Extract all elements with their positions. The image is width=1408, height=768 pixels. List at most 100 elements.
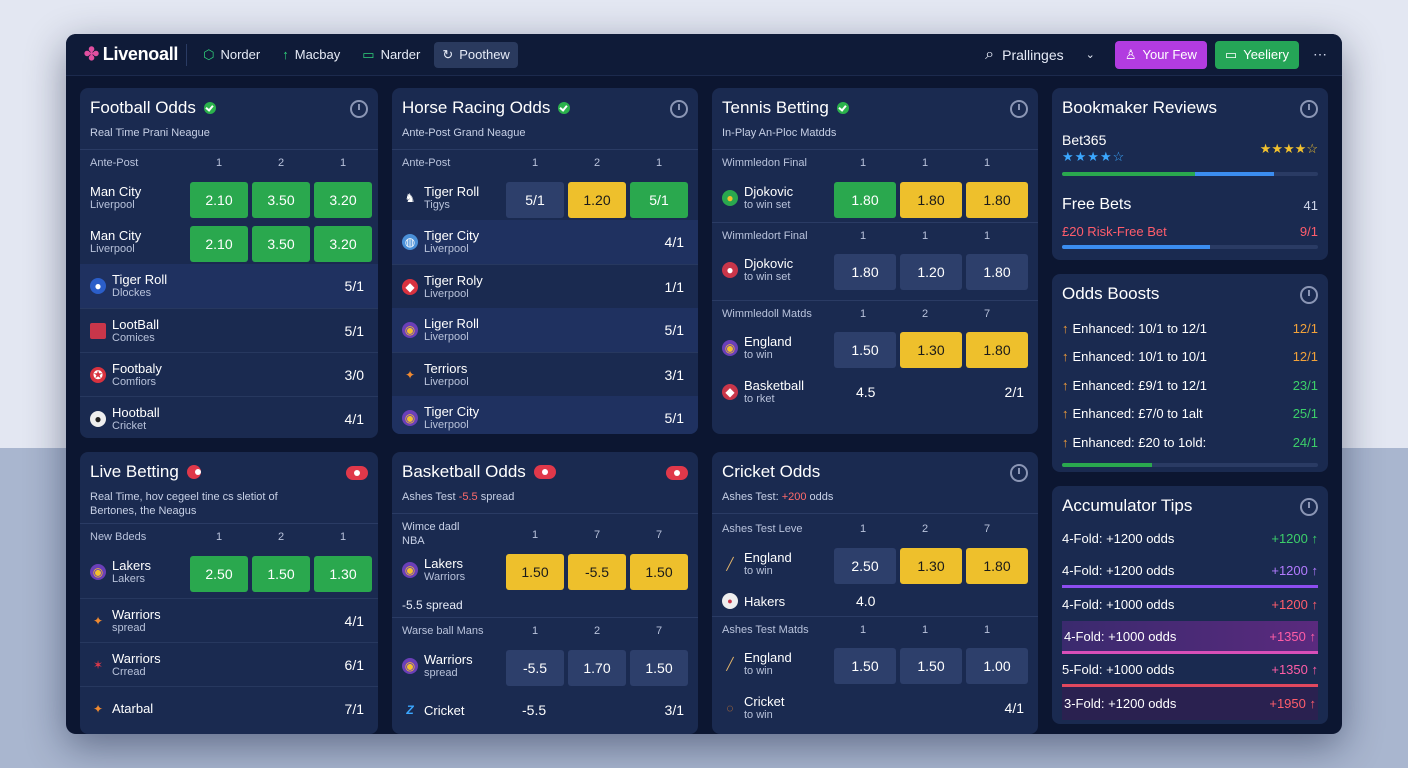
- acc-row[interactable]: 4-Fold: +1000 odds +1200 ↑: [1062, 588, 1318, 621]
- odds-value[interactable]: 3/0: [344, 366, 364, 383]
- odds-button[interactable]: 1.80: [966, 332, 1028, 368]
- odds-button[interactable]: 2.50: [190, 556, 248, 592]
- selection-row[interactable]: ✶ Warriors Crread 6/1: [80, 642, 378, 686]
- selection-row[interactable]: ◆ Basketball to rket 4.5 2/1: [712, 370, 1038, 414]
- odds-button[interactable]: 1.80: [834, 182, 896, 218]
- selection-row[interactable]: ✦ Atarbal 7/1: [80, 686, 378, 730]
- runner-row[interactable]: ◍ Tiger City Liverpool 4/1: [392, 220, 698, 264]
- odds-button[interactable]: 1.70: [568, 650, 626, 686]
- odds-button[interactable]: -5.5: [506, 650, 564, 686]
- live-badge-icon[interactable]: [346, 466, 368, 480]
- odds-value[interactable]: 4/1: [344, 410, 364, 427]
- odds-button[interactable]: 1.30: [900, 548, 962, 584]
- odds-button[interactable]: 1.30: [314, 556, 372, 592]
- more-icon[interactable]: ⋯: [1313, 46, 1328, 62]
- odds-value[interactable]: 5/1: [344, 322, 364, 339]
- brand-logo[interactable]: ✤ Livenoall: [84, 44, 178, 65]
- clock-icon[interactable]: [670, 100, 688, 118]
- runner-row[interactable]: ✦ Terriors Liverpool 3/1: [392, 352, 698, 396]
- yeeliery-button[interactable]: ▭ Yeeliery: [1214, 40, 1299, 69]
- odds-button[interactable]: 1.50: [630, 554, 688, 590]
- odds-button[interactable]: 3.50: [252, 226, 310, 262]
- selection-row[interactable]: ● Hootball Cricket 4/1: [80, 396, 378, 438]
- odds-button[interactable]: 5/1: [506, 182, 564, 218]
- odds-button[interactable]: 2.10: [190, 226, 248, 262]
- odds-value[interactable]: 4/1: [344, 612, 364, 629]
- acc-row[interactable]: 4-Fold: +1200 odds +1200 ↑: [1062, 555, 1318, 588]
- clock-icon[interactable]: [1300, 100, 1318, 118]
- search-dropdown[interactable]: ⌕ Prallinges ⌄: [985, 46, 1095, 64]
- odds-button[interactable]: 1.50: [834, 648, 896, 684]
- odds-button[interactable]: 3.50: [252, 182, 310, 218]
- odds-button[interactable]: -5.5: [568, 554, 626, 590]
- selection-row[interactable]: Z Cricket -5.5 3/1: [392, 688, 698, 732]
- odds-value[interactable]: 5/1: [344, 278, 364, 294]
- spread-label: -5.5 spread: [392, 592, 698, 618]
- odds-button[interactable]: 2.10: [190, 182, 248, 218]
- odds-button[interactable]: 1.30: [900, 332, 962, 368]
- odds-button[interactable]: 1.50: [900, 648, 962, 684]
- acc-row[interactable]: 4-Fold: +1200 odds +1200 ↑: [1062, 522, 1318, 555]
- odds-button[interactable]: 1.50: [834, 332, 896, 368]
- acc-row[interactable]: 3-Fold: +1200 odds +1950 ↑: [1062, 687, 1318, 720]
- odds-value[interactable]: 2/1: [1004, 384, 1024, 400]
- odds-value[interactable]: 7/1: [344, 700, 364, 717]
- offer-bar: [1062, 245, 1318, 249]
- odds-value[interactable]: 3/1: [664, 702, 684, 718]
- acc-row[interactable]: 4-Fold: +1000 odds +1350 ↑: [1062, 621, 1318, 654]
- runner-row[interactable]: ◉ Tiger City Liverpool 5/1: [392, 396, 698, 434]
- boost-row[interactable]: ↑ Enhanced: £7/0 to 1alt 25/1: [1062, 400, 1318, 429]
- odds-button[interactable]: 2.50: [834, 548, 896, 584]
- odds-button[interactable]: 1.80: [966, 548, 1028, 584]
- selection-row[interactable]: ✪ Footbaly Comfiors 3/0: [80, 352, 378, 396]
- offer-row[interactable]: £20 Risk-Free Bet 9/1: [1062, 224, 1318, 239]
- boost-row[interactable]: ↑ Enhanced: 10/1 to 10/1 12/1: [1062, 343, 1318, 372]
- nav-item-macbay[interactable]: ↑ Macbay: [274, 42, 348, 67]
- clock-icon[interactable]: [350, 100, 368, 118]
- odds-button[interactable]: 1.80: [900, 182, 962, 218]
- odds-button[interactable]: 1.80: [834, 254, 896, 290]
- odds-button[interactable]: 1.50: [630, 650, 688, 686]
- team-sub: Cricket: [112, 419, 147, 432]
- nav-item-norder[interactable]: ⬡ Norder: [195, 42, 268, 68]
- odds-button[interactable]: 1.00: [966, 648, 1028, 684]
- odds-button[interactable]: 3.20: [314, 182, 372, 218]
- boost-row[interactable]: ↑ Enhanced: £20 to 1old: 24/1: [1062, 428, 1318, 457]
- odds-value[interactable]: 5/1: [664, 322, 684, 338]
- live-badge-icon[interactable]: [666, 466, 688, 480]
- odds-button[interactable]: 1.20: [900, 254, 962, 290]
- nav-item-narder[interactable]: ▭ Narder: [354, 42, 428, 68]
- your-few-button[interactable]: ♙ Your Few: [1114, 40, 1207, 69]
- clock-icon[interactable]: [1300, 286, 1318, 304]
- card-subtitle: Real Time, hov cegeel tine cs sletiot of…: [90, 491, 278, 517]
- selection-row[interactable]: ✦ Warriors spread 4/1: [80, 598, 378, 642]
- runner-row[interactable]: ◉ Liger Roll Liverpool 5/1: [392, 308, 698, 352]
- odds-button[interactable]: 1.20: [568, 182, 626, 218]
- boost-row[interactable]: ↑ Enhanced: £9/1 to 12/1 23/1: [1062, 371, 1318, 400]
- acc-row[interactable]: 5-Fold: +1000 odds +1350 ↑: [1062, 654, 1318, 687]
- odds-button[interactable]: 1.50: [252, 556, 310, 592]
- odds-value[interactable]: 5/1: [664, 410, 684, 426]
- col-label: 1: [531, 625, 539, 637]
- odds-value[interactable]: 3/1: [664, 366, 684, 383]
- clock-icon[interactable]: [1300, 498, 1318, 516]
- odds-value[interactable]: 1/1: [664, 278, 684, 295]
- odds-button[interactable]: 3.20: [314, 226, 372, 262]
- odds-value[interactable]: 4/1: [664, 234, 684, 250]
- nav-item-poothew[interactable]: ↻ Poothew: [434, 41, 518, 68]
- odds-value[interactable]: 6/1: [344, 656, 364, 673]
- clock-icon[interactable]: [1010, 100, 1028, 118]
- odds-button[interactable]: 1.50: [506, 554, 564, 590]
- selection-row[interactable]: LootBall Comices 5/1: [80, 308, 378, 352]
- odds-button[interactable]: 5/1: [630, 182, 688, 218]
- review-row[interactable]: Bet365 ★★★★☆ ★★★★☆: [1062, 132, 1318, 166]
- clock-icon[interactable]: [1010, 464, 1028, 482]
- boost-row[interactable]: ↑ Enhanced: 10/1 to 12/1 12/1: [1062, 314, 1318, 343]
- odds-button[interactable]: 1.80: [966, 182, 1028, 218]
- selection-row[interactable]: ● Hakers 4.0: [712, 586, 1038, 616]
- odds-value[interactable]: 4/1: [1004, 700, 1024, 716]
- odds-button[interactable]: 1.80: [966, 254, 1028, 290]
- runner-row[interactable]: ◆ Tiger Roly Liverpool 1/1: [392, 264, 698, 308]
- selection-row[interactable]: ◌ Cricket to win 4/1: [712, 686, 1038, 730]
- selection-row[interactable]: ● Tiger Roll Dlockes 5/1: [80, 264, 378, 308]
